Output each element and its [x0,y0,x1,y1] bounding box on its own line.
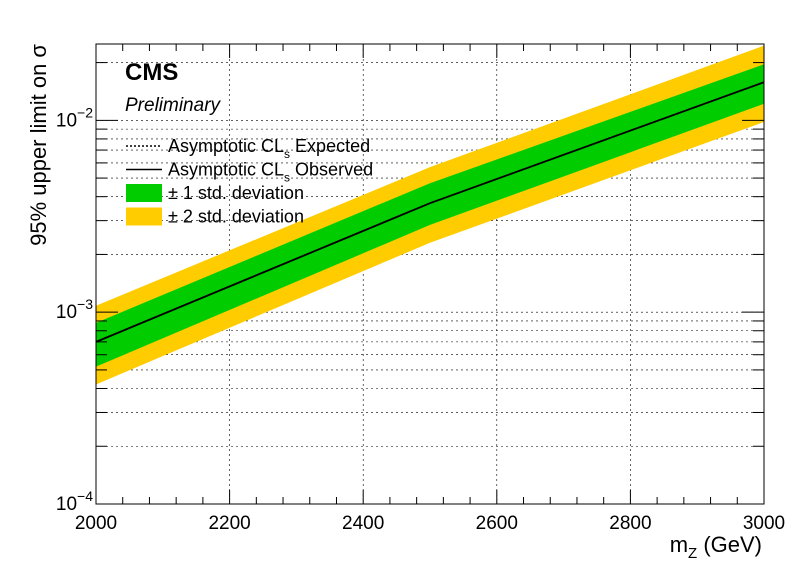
band-1sigma [96,64,764,367]
y-tick-label-exponent: −2 [77,104,93,120]
legend-entry-label: Asymptotic CLs Observed [168,160,373,185]
x-tick-label: 2200 [208,513,250,534]
bands [96,45,764,385]
y-axis-title: 95% upper limit on σ [26,44,51,246]
legend-entry-subscript: s [284,147,290,161]
x-axis-title-main: m [670,532,688,557]
legend-entry-label: ± 1 std. deviation [168,183,304,203]
legend-entry-label: Asymptotic CLs Expected [168,136,370,161]
legend-entry-text: ± 2 std. deviation [168,207,304,227]
y-tick-label: 10−2 [56,104,93,131]
legend-entry-text: Asymptotic CL [168,136,284,156]
y-tick-label: 10−4 [56,488,93,515]
y-tick-label-exponent: −3 [77,296,93,312]
axis-ticks [95,44,765,505]
legend-entry-label: ± 2 std. deviation [168,207,304,227]
y-tick-label-base: 10 [56,110,77,131]
x-tick-label: 2600 [476,513,518,534]
y-tick-label-base: 10 [56,302,77,323]
x-tick-label: 2400 [342,513,384,534]
legend-entry-subscript: s [284,171,290,185]
x-tick-label: 3000 [743,513,785,534]
x-axis-title-sub: Z [688,545,697,562]
x-tick-label: 2000 [75,513,117,534]
y-tick-label: 10−3 [56,296,93,323]
x-axis-title-unit: (GeV) [697,532,762,557]
experiment-label: CMS [125,59,178,86]
observed-line [95,81,765,343]
legend-entry-text: ± 1 std. deviation [168,183,304,203]
x-tick-label: 2800 [609,513,651,534]
legend-entry-suffix: Observed [290,160,373,180]
status-label: Preliminary [125,95,222,116]
plot-frame [95,43,765,505]
legend-fill-swatch [126,184,162,202]
y-tick-label-exponent: −4 [77,488,93,504]
legend-entry-suffix: Expected [290,136,370,156]
legend-fill-swatch [126,207,162,226]
limit-lines [95,81,765,343]
legend-entry-text: Asymptotic CL [168,160,284,180]
x-axis-title: mZ (GeV) [670,532,762,562]
y-tick-label-base: 10 [56,494,77,515]
